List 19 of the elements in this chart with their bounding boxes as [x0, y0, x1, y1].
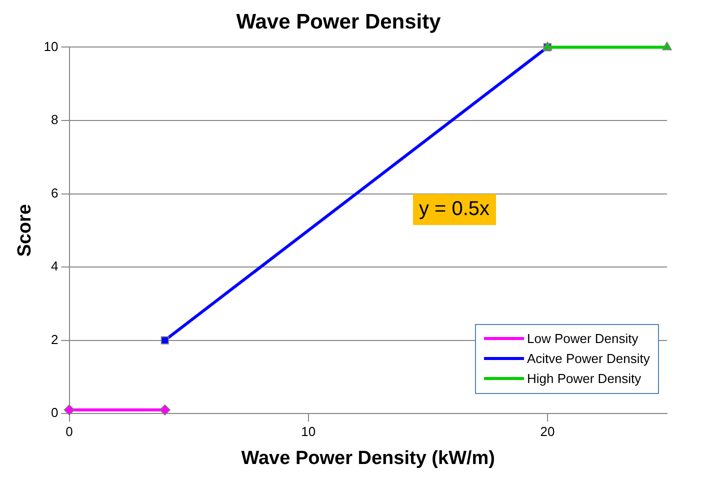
- y-tick-label: 10: [44, 38, 58, 54]
- point: [64, 404, 75, 416]
- y-tick-label: 2: [51, 332, 58, 347]
- point: [160, 336, 169, 344]
- x-tick-label: 10: [301, 424, 316, 439]
- y-axis-title: Score: [14, 204, 36, 257]
- annotation: y = 0.5x: [412, 194, 496, 225]
- legend-label: Low Power Density: [527, 331, 638, 346]
- x-tick-label: 20: [540, 424, 555, 439]
- point: [159, 404, 170, 416]
- y-tick-label: 0: [51, 405, 58, 420]
- legend-label: High Power Density: [527, 371, 642, 386]
- legend-label: Acitve Power Density: [527, 351, 650, 366]
- y-tick-label: 8: [51, 112, 58, 128]
- chart-title: Wave Power Density: [236, 10, 442, 34]
- y-tick-label: 6: [51, 185, 58, 200]
- x-axis-title: Wave Power Density (kW/m): [241, 448, 496, 469]
- x-tick-label: 0: [66, 424, 73, 439]
- y-tick-label: 4: [51, 258, 58, 274]
